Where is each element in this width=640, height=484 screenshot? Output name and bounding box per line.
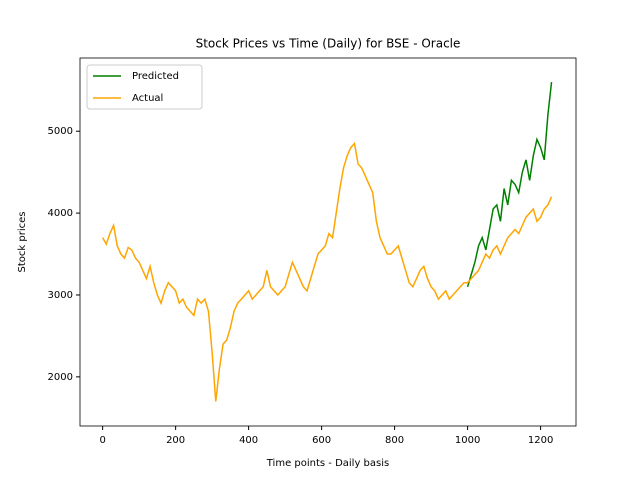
y-tick-label: 5000 [48,126,73,137]
legend-label: Actual [132,93,163,104]
y-tick-label: 2000 [48,372,73,383]
x-tick-label: 800 [385,435,404,446]
legend-label: Predicted [132,71,179,82]
x-tick-label: 0 [99,435,105,446]
x-tick-label: 200 [166,435,185,446]
x-tick-label: 400 [239,435,258,446]
plot-frame [79,57,577,427]
y-tick-label: 4000 [48,208,73,219]
x-tick-label: 1200 [528,435,553,446]
line-series [101,141,553,402]
line-series [466,81,553,288]
x-tick-label: 600 [312,435,331,446]
x-tick-label: 1000 [455,435,480,446]
chart-title: Stock Prices vs Time (Daily) for BSE - O… [196,37,461,51]
y-axis-label: Stock prices [17,212,28,273]
x-axis-label: Time points - Daily basis [266,458,390,469]
y-tick-label: 3000 [48,290,73,301]
